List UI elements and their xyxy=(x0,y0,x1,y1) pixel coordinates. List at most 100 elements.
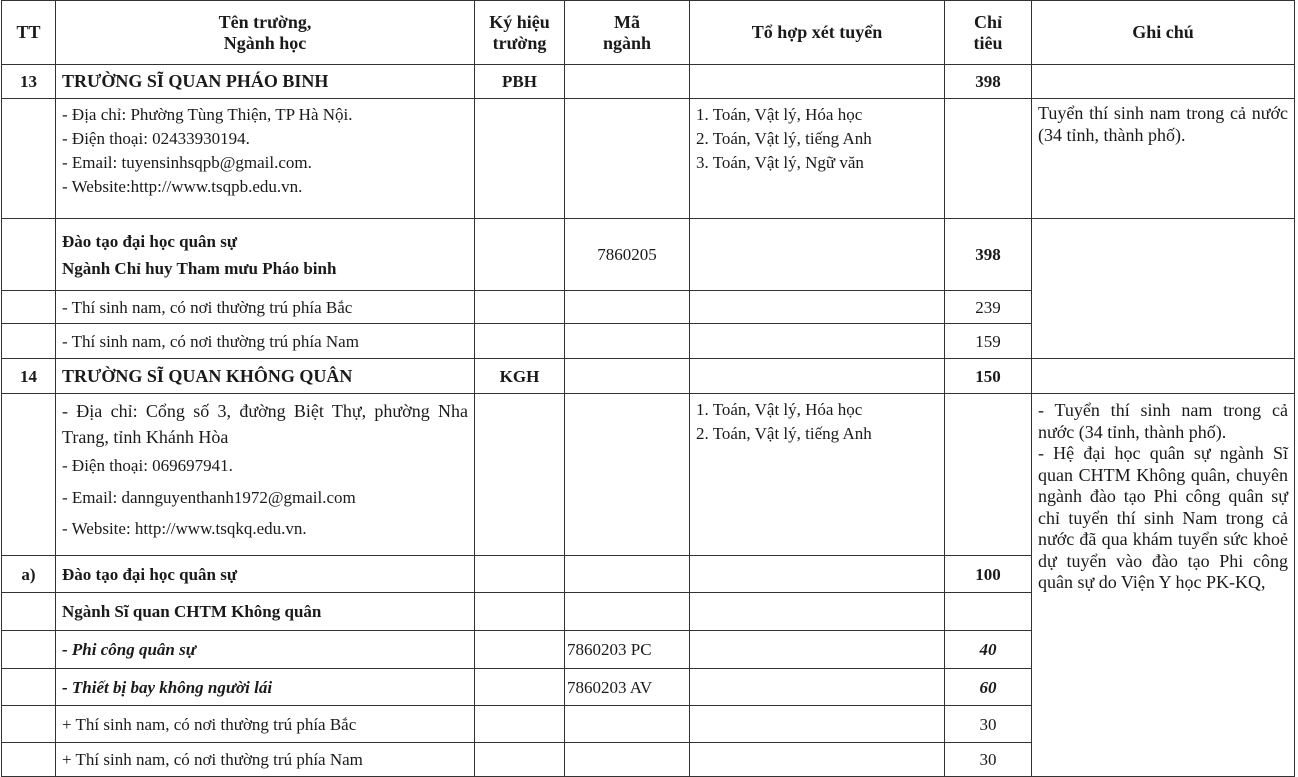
north-quota: 30 xyxy=(944,705,1032,743)
empty-cell xyxy=(564,98,690,219)
empty-cell xyxy=(1,290,56,324)
section-row: a) Đào tạo đại học quân sự 100 xyxy=(1,555,1295,593)
combo: 1. Toán, Vật lý, Hóa học xyxy=(696,400,863,419)
header-tt: TT xyxy=(1,0,56,65)
uav-quota: 60 xyxy=(944,668,1032,706)
school-code: KGH xyxy=(474,358,565,394)
program-code: 7860205 xyxy=(564,218,690,291)
section-tt: a) xyxy=(1,555,56,593)
pilot-label: - Phi công quân sự xyxy=(55,630,475,669)
specialty-row: - Thiết bị bay không người lái 7860203 A… xyxy=(1,668,1295,706)
empty-cell xyxy=(1,323,56,359)
empty-cell xyxy=(474,668,565,706)
phone: - Điện thoại: 069697941. xyxy=(62,456,233,475)
section-quota: 100 xyxy=(944,555,1032,593)
empty-cell xyxy=(564,323,690,359)
school-contact-info: - Địa chỉ: Cổng số 3, đường Biệt Thự, ph… xyxy=(55,393,475,556)
south-label: + Thí sinh nam, có nơi thường trú phía N… xyxy=(55,742,475,777)
section-label: Đào tạo đại học quân sự xyxy=(55,555,475,593)
south-label: - Thí sinh nam, có nơi thường trú phía N… xyxy=(55,323,475,359)
address: - Địa chỉ: Phường Tùng Thiện, TP Hà Nội. xyxy=(62,105,353,124)
empty-cell xyxy=(689,630,945,669)
header-code-line1: Ký hiệu xyxy=(489,11,550,32)
empty-cell xyxy=(1,742,56,777)
phone: - Điện thoại: 02433930194. xyxy=(62,129,250,148)
empty-cell xyxy=(1,98,56,219)
header-major-code: Mã ngành xyxy=(564,0,690,65)
empty-cell xyxy=(1,592,56,631)
empty-cell xyxy=(474,555,565,593)
header-major-line2: ngành xyxy=(602,32,652,53)
empty-cell xyxy=(689,323,945,359)
school-note: Tuyển thí sinh nam trong cả nước (34 tỉn… xyxy=(1031,98,1295,219)
address: - Địa chỉ: Cổng số 3, đường Biệt Thự, ph… xyxy=(62,401,468,447)
email: - Email: tuyensinhsqpb@gmail.com. xyxy=(62,153,312,172)
school-contact-info: - Địa chỉ: Phường Tùng Thiện, TP Hà Nội.… xyxy=(55,98,475,219)
program-line1: Đào tạo đại học quân sự xyxy=(62,231,238,251)
header-name-line1: Tên trường, xyxy=(218,11,312,32)
empty-cell xyxy=(689,668,945,706)
empty-cell xyxy=(689,705,945,743)
school-quota: 150 xyxy=(944,358,1032,394)
empty-cell xyxy=(1,705,56,743)
header-row: TT Tên trường, Ngành học Ký hiệu trường Mã… xyxy=(1,0,1295,65)
empty-cell xyxy=(1031,218,1295,359)
north-label: - Thí sinh nam, có nơi thường trú phía B… xyxy=(55,290,475,324)
empty-cell xyxy=(689,290,945,324)
website: - Website: http://www.tsqkq.edu.vn. xyxy=(62,519,307,538)
header-name: Tên trường, Ngành học xyxy=(55,0,475,65)
empty-cell xyxy=(1,218,56,291)
empty-cell xyxy=(689,358,945,394)
school-row: 13 TRƯỜNG SĨ QUAN PHÁO BINH PBH 398 xyxy=(1,64,1295,99)
subject-combos: 1. Toán, Vật lý, Hóa học 2. Toán, Vật lý… xyxy=(689,98,945,219)
north-quota: 239 xyxy=(944,290,1032,324)
empty-cell xyxy=(564,358,690,394)
empty-cell xyxy=(564,393,690,556)
empty-cell xyxy=(564,290,690,324)
program-line2: Ngành Chỉ huy Tham mưu Pháo binh xyxy=(62,258,337,278)
combo: 1. Toán, Vật lý, Hóa học xyxy=(696,105,863,124)
quota-row: + Thí sinh nam, có nơi thường trú phía N… xyxy=(1,742,1295,777)
empty-cell xyxy=(689,742,945,777)
empty-cell xyxy=(474,742,565,777)
school-name: TRƯỜNG SĨ QUAN KHÔNG QUÂN xyxy=(55,358,475,394)
north-label: + Thí sinh nam, có nơi thường trú phía B… xyxy=(55,705,475,743)
major-label: Ngành Sĩ quan CHTM Không quân xyxy=(55,592,475,631)
program-quota: 398 xyxy=(944,218,1032,291)
note: - Hệ đại học quân sự ngành Sĩ quan CHTM … xyxy=(1038,443,1288,592)
empty-cell xyxy=(474,393,565,556)
subject-combos: 1. Toán, Vật lý, Hóa học 2. Toán, Vật lý… xyxy=(689,393,945,556)
header-notes: Ghi chú xyxy=(1031,0,1295,65)
header-school-code: Ký hiệu trường xyxy=(474,0,565,65)
school-info-row: - Địa chỉ: Cổng số 3, đường Biệt Thự, ph… xyxy=(1,393,1295,777)
program-row: Đào tạo đại học quân sự Ngành Chỉ huy Tha… xyxy=(1,218,1295,359)
school-quota: 398 xyxy=(944,64,1032,99)
empty-cell xyxy=(474,630,565,669)
empty-cell xyxy=(474,290,565,324)
header-combos: Tổ hợp xét tuyển xyxy=(689,0,945,65)
empty-cell xyxy=(944,393,1032,556)
pilot-quota: 40 xyxy=(944,630,1032,669)
header-major-line1: Mã xyxy=(614,11,640,32)
empty-cell xyxy=(474,592,565,631)
header-code-line2: trường xyxy=(492,32,547,53)
empty-cell xyxy=(1,393,56,556)
empty-cell xyxy=(944,592,1032,631)
school-tt: 14 xyxy=(1,358,56,394)
empty-cell xyxy=(1,668,56,706)
pilot-code: 7860203 PC xyxy=(564,630,690,669)
combo: 2. Toán, Vật lý, tiếng Anh xyxy=(696,129,872,148)
empty-cell xyxy=(1031,64,1295,99)
empty-cell xyxy=(689,555,945,593)
website: - Website:http://www.tsqpb.edu.vn. xyxy=(62,177,303,196)
empty-cell xyxy=(564,64,690,99)
header-quota-line1: Chỉ xyxy=(973,11,1002,32)
school-code: PBH xyxy=(474,64,565,99)
empty-cell xyxy=(474,323,565,359)
empty-cell xyxy=(474,705,565,743)
note: - Tuyển thí sinh nam trong cả nước (34 t… xyxy=(1038,400,1288,442)
empty-cell xyxy=(1031,358,1295,394)
quota-row: - Thí sinh nam, có nơi thường trú phía N… xyxy=(1,323,1295,359)
empty-cell xyxy=(474,98,565,219)
